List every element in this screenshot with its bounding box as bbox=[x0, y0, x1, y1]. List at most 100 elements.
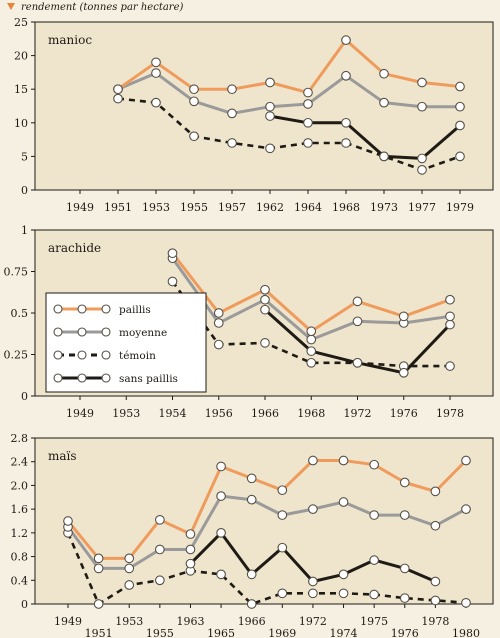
data-point-paillis bbox=[167, 248, 178, 259]
y-tick-label: 2.0 bbox=[11, 479, 29, 492]
y-tick-label: 10 bbox=[14, 117, 28, 130]
legend-marker bbox=[53, 373, 63, 383]
y-tick-label: 5 bbox=[21, 150, 28, 163]
y-tick-label: 0.25 bbox=[4, 349, 29, 362]
data-point-sans-paillis bbox=[277, 542, 288, 553]
data-point-paillis bbox=[369, 459, 380, 470]
legend-marker bbox=[53, 304, 63, 314]
data-point-sans-paillis bbox=[399, 563, 410, 574]
series-line-temoin bbox=[66, 532, 467, 606]
data-point-sans-paillis bbox=[445, 319, 455, 330]
data-point-sans-paillis bbox=[417, 153, 427, 164]
x-tick-label: 1963 bbox=[176, 615, 204, 628]
data-point-moyenne bbox=[308, 504, 318, 514]
data-point-paillis bbox=[216, 461, 226, 472]
x-tick-label: 1966 bbox=[238, 615, 266, 628]
data-point-paillis bbox=[93, 553, 104, 564]
x-tick-label: 1976 bbox=[390, 407, 418, 420]
x-tick-label: 1974 bbox=[330, 627, 358, 638]
y-tick-label: 0 bbox=[21, 184, 28, 197]
panel-label: arachide bbox=[48, 241, 101, 255]
x-tick-label: 1968 bbox=[297, 407, 325, 420]
data-point-paillis bbox=[352, 296, 363, 307]
series-line-moyenne bbox=[66, 494, 467, 570]
x-tick-label: 1955 bbox=[146, 627, 174, 638]
data-point-temoin bbox=[265, 143, 275, 154]
data-point-sans-paillis bbox=[455, 120, 465, 131]
panel-manioc: manioc 0 5 10 15 20 25 1949 1951 1953 1955 1957 1962… bbox=[14, 16, 494, 214]
y-tick-label: 25 bbox=[14, 16, 28, 29]
data-point-paillis bbox=[124, 553, 135, 564]
y-tick-label: 1 bbox=[21, 224, 28, 237]
y-tick-label: 0.75 bbox=[4, 266, 29, 279]
data-point-moyenne bbox=[306, 334, 317, 345]
data-point-paillis bbox=[306, 326, 317, 337]
data-point-paillis bbox=[303, 87, 313, 98]
y-tick-label: 20 bbox=[14, 50, 28, 63]
x-tick-label: 1973 bbox=[370, 201, 398, 214]
legend-marker bbox=[53, 350, 63, 360]
data-point-temoin bbox=[260, 338, 270, 348]
legend-label-temoin: témoin bbox=[119, 350, 156, 362]
data-point-paillis bbox=[379, 68, 389, 79]
data-point-temoin bbox=[369, 589, 380, 600]
data-point-paillis bbox=[461, 455, 471, 466]
data-point-temoin bbox=[303, 138, 313, 148]
x-tick-label: 1956 bbox=[205, 407, 233, 420]
x-tick-label: 1966 bbox=[251, 407, 279, 420]
data-point-moyenne bbox=[369, 510, 380, 520]
series-line-moyenne bbox=[117, 71, 460, 115]
data-point-moyenne bbox=[213, 318, 224, 328]
data-point-temoin bbox=[399, 593, 410, 603]
data-point-temoin bbox=[151, 97, 161, 108]
data-point-temoin bbox=[213, 339, 224, 350]
x-tick-label: 1965 bbox=[207, 627, 235, 638]
data-point-moyenne bbox=[227, 108, 237, 119]
data-point-paillis bbox=[338, 455, 349, 466]
y-tick-label: 0.5 bbox=[11, 307, 29, 320]
data-point-moyenne bbox=[417, 101, 427, 112]
data-point-moyenne bbox=[341, 70, 351, 81]
series-line-sans-paillis bbox=[269, 114, 461, 160]
y-tick-label: 0 bbox=[21, 598, 28, 611]
data-point-moyenne bbox=[352, 316, 363, 327]
data-point-moyenne bbox=[93, 563, 104, 574]
x-tick-label: 1972 bbox=[299, 615, 327, 628]
panel-label: manioc bbox=[48, 33, 92, 47]
data-point-paillis bbox=[213, 308, 224, 318]
data-point-paillis bbox=[185, 529, 196, 539]
legend-marker bbox=[77, 327, 87, 337]
data-point-sans-paillis bbox=[379, 151, 389, 162]
data-point-temoin bbox=[154, 575, 165, 586]
x-tick-label: 1977 bbox=[408, 201, 436, 214]
data-point-temoin bbox=[338, 588, 349, 599]
data-point-moyenne bbox=[124, 563, 135, 574]
data-point-sans-paillis bbox=[430, 576, 441, 587]
data-point-paillis bbox=[277, 485, 288, 496]
data-point-moyenne bbox=[338, 497, 349, 507]
data-point-paillis bbox=[308, 455, 318, 466]
data-point-sans-paillis bbox=[185, 558, 196, 569]
data-point-sans-paillis bbox=[216, 528, 226, 538]
data-point-moyenne bbox=[216, 491, 226, 501]
series-line-paillis bbox=[117, 38, 461, 95]
data-point-temoin bbox=[341, 138, 351, 148]
panel-label: maïs bbox=[48, 449, 77, 463]
data-point-temoin bbox=[306, 357, 317, 368]
data-point-sans-paillis bbox=[308, 576, 318, 587]
data-point-temoin bbox=[417, 164, 427, 175]
legend-marker bbox=[101, 304, 111, 314]
data-point-temoin bbox=[246, 599, 257, 609]
data-point-temoin bbox=[167, 276, 178, 287]
panel-mais: maïs00.40.81.21.62.02.42.819491951195319… bbox=[11, 432, 494, 638]
data-point-temoin bbox=[93, 599, 104, 609]
data-point-temoin bbox=[216, 569, 226, 580]
x-tick-label: 1953 bbox=[115, 615, 143, 628]
data-point-sans-paillis bbox=[246, 569, 257, 580]
data-point-moyenne bbox=[399, 510, 410, 520]
legend-marker bbox=[101, 350, 111, 360]
legend-label-paillis: paillis bbox=[119, 304, 151, 316]
x-tick-label: 1969 bbox=[268, 627, 296, 638]
data-point-temoin bbox=[124, 580, 135, 590]
data-point-paillis bbox=[430, 486, 441, 497]
